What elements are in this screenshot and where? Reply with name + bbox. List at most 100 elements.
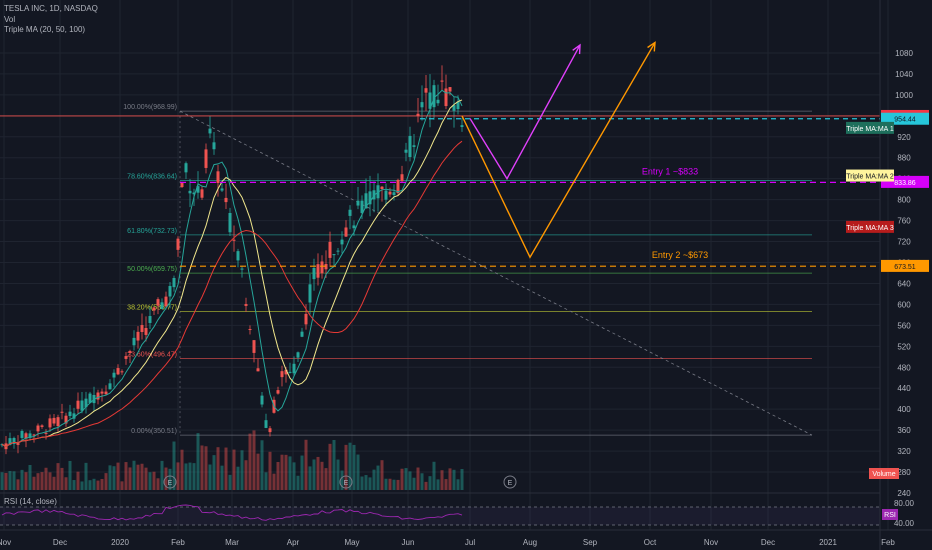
volume-bar [176,462,180,490]
candle-body [84,398,88,408]
volume-bar [448,468,452,490]
volume-bar [328,443,332,490]
volume-bar [452,469,456,490]
candle-body [40,425,44,427]
volume-bar [324,468,328,490]
time-tick-label: Nov [704,538,718,547]
candle-body [416,113,420,116]
ma-tag [846,169,894,182]
volume-bar [440,470,444,490]
volume-bar [208,464,212,490]
volume-bar [172,441,176,490]
volume-bar [204,446,208,490]
volume-bar [364,475,368,490]
candle-body [36,425,40,432]
volume-bar [136,464,140,490]
time-tick-label: Oct [644,538,657,547]
candle-body [452,105,456,111]
ma3-line [1,140,463,448]
volume-bar [116,462,120,490]
volume-bar [248,433,252,490]
chart-grid [0,0,889,530]
candle-body [316,264,320,278]
earnings-marker-label: E [168,480,173,487]
candle-body [244,304,248,306]
price-tag-label: 833.86 [894,180,916,187]
volume-bar [460,468,464,490]
volume-bar [412,477,416,490]
volume-bar [432,461,436,490]
rsi-tick-label: 40.00 [894,519,915,528]
candle-body [368,191,372,205]
projection-orange-arrow-head [647,41,656,52]
candle-body [408,135,412,158]
ma-tag-label: Triple MA:MA 2 [846,174,894,181]
price-tick-label: 1000 [895,91,913,100]
volume-bar [268,451,272,490]
price-tick-label: 880 [897,154,911,163]
candle-body [256,368,260,372]
volume-bar [160,460,164,490]
candle-body [404,149,408,153]
volume-legend[interactable]: Vol [4,15,16,24]
price-tick-label: 240 [897,489,911,498]
candle-body [28,433,32,438]
triple-ma-legend[interactable]: Triple MA (20, 50, 100) [4,25,86,34]
volume-bar [356,454,360,490]
volume-bar [20,469,24,490]
volume-bar [140,463,144,490]
rsi-band [0,507,880,525]
volume-bar [8,471,12,490]
candle-body [120,371,124,373]
volume-bar [100,478,104,490]
fib-level-label: 38.20%(586.77) [127,304,177,311]
candle-body [176,238,180,250]
candle-body [16,443,20,445]
rsi-tag-label: RSI [884,512,896,519]
volume-bar [48,472,52,490]
price-tick-label: 640 [897,279,911,288]
rsi-line [1,504,463,521]
candle-body [240,268,244,270]
volume-bar [148,472,152,490]
candle-body [100,391,104,394]
time-tick-label: 2021 [819,538,837,547]
candle-body [152,307,156,311]
candle-body [432,85,436,108]
candle-body [264,420,268,428]
volume-bar [192,463,196,490]
candle-body [164,296,168,307]
volume-bar [84,462,88,490]
price-tick-label: 920 [897,133,911,142]
volume-tag [869,468,899,479]
candle-body [64,415,68,424]
entry-label: Entry 1 ~$833 [642,166,698,176]
time-tick-label: Apr [287,538,300,547]
volume-bar [260,440,264,490]
candle-body [332,254,336,256]
candle-body [128,351,132,353]
price-tick-label: 400 [897,405,911,414]
candle-body [108,383,112,390]
volume-bar [40,472,44,490]
candle-body [304,313,308,325]
volume-bar [276,461,280,490]
candle-body [184,163,188,173]
candle-body [252,340,256,353]
candle-body [288,371,292,373]
volume-bar [384,478,388,490]
candle-body [104,391,108,395]
volume-bar [372,469,376,490]
volume-bar [92,478,96,490]
symbol-title[interactable]: TESLA INC, 1D, NASDAQ [4,4,98,13]
candle-body [32,434,36,436]
earnings-marker [339,475,353,489]
volume-bar [124,462,128,490]
price-tick-label: 280 [897,468,911,477]
volume-bar [444,479,448,490]
price-tick-label: 440 [897,384,911,393]
volume-bar [212,455,216,490]
candle-body [344,227,348,237]
rsi-legend[interactable]: RSI (14, close) [4,497,57,506]
